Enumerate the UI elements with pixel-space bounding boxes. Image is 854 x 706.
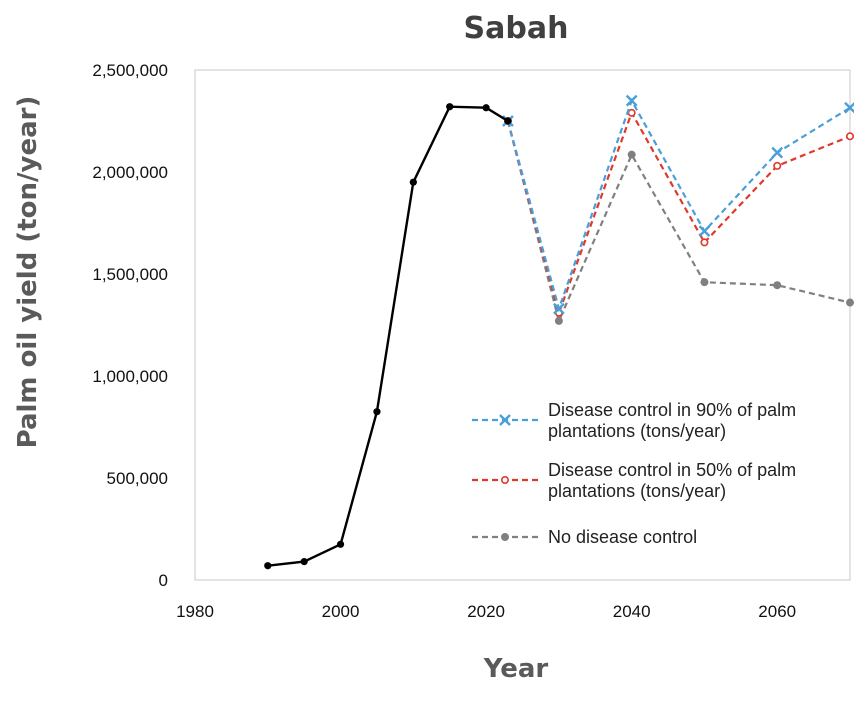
x-tick-label: 2040 [613, 602, 651, 621]
data-point [627, 108, 636, 117]
y-tick-label: 2,500,000 [92, 61, 168, 80]
series-3 [503, 117, 854, 325]
data-point [700, 238, 709, 247]
series-1 [502, 94, 854, 315]
data-point [300, 558, 308, 566]
x-tick-label: 1980 [176, 602, 214, 621]
data-point [501, 533, 509, 541]
series-2 [503, 108, 854, 317]
y-tick-label: 2,000,000 [92, 163, 168, 182]
data-point [446, 103, 454, 111]
legend-label: plantations (tons/year) [548, 481, 726, 501]
data-point [554, 316, 563, 325]
legend-label: No disease control [548, 527, 697, 547]
data-point [500, 475, 509, 484]
legend: Disease control in 90% of palmplantation… [472, 400, 796, 547]
y-tick-label: 1,000,000 [92, 367, 168, 386]
y-tick-label: 500,000 [107, 469, 168, 488]
data-point [846, 298, 854, 307]
data-point [499, 414, 511, 426]
y-tick-labels: 0 500,000 1,000,000 1,500,000 2,000,000 2,500… [92, 61, 168, 590]
data-point [409, 178, 417, 186]
series-line [506, 120, 851, 325]
data-point [336, 540, 345, 548]
legend-label: Disease control in 90% of palm [548, 400, 796, 420]
data-point [373, 408, 381, 416]
data-point [845, 132, 854, 141]
data-point [700, 278, 709, 287]
x-tick-label: 2020 [467, 602, 505, 621]
legend-item: No disease control [472, 527, 697, 547]
plot-frame [194, 69, 851, 581]
x-tick-label: 2000 [322, 602, 360, 621]
legend-label: plantations (tons/year) [548, 421, 726, 441]
y-tick-label: 0 [159, 571, 168, 590]
legend-label: Disease control in 50% of palm [548, 460, 796, 480]
data-point [504, 117, 512, 125]
data-point [482, 104, 490, 112]
series-line [506, 97, 851, 313]
data-point [264, 562, 272, 570]
data-point [773, 161, 782, 170]
x-axis-title: Year [483, 654, 549, 684]
data-point [553, 302, 565, 315]
data-point [771, 146, 784, 159]
data-point [773, 281, 782, 290]
series-line [267, 105, 509, 567]
chart-title: Sabah [464, 11, 569, 46]
legend-item: Disease control in 50% of palmplantation… [472, 460, 796, 501]
series-layer [264, 94, 854, 570]
data-point [627, 150, 636, 159]
y-axis-title: Palm oil yield (ton/year) [13, 96, 43, 449]
y-tick-label: 1,500,000 [92, 265, 168, 284]
series-0 [264, 103, 512, 570]
data-point [698, 225, 711, 238]
legend-item: Disease control in 90% of palmplantation… [472, 400, 796, 441]
data-point [844, 101, 854, 114]
data-point [625, 94, 638, 107]
x-tick-label: 2060 [758, 602, 796, 621]
x-tick-labels: 1980 2000 2020 2040 2060 [176, 602, 796, 621]
series-line [506, 110, 851, 317]
